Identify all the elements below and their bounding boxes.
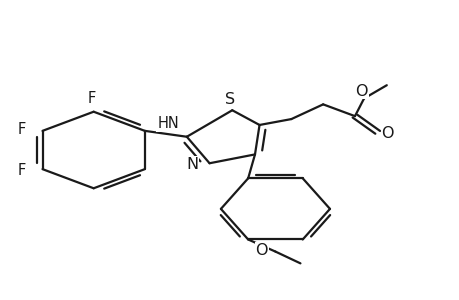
Text: F: F: [18, 163, 26, 178]
Text: O: O: [381, 126, 393, 141]
Text: F: F: [87, 91, 95, 106]
Text: HN: HN: [157, 116, 179, 131]
Text: N: N: [186, 157, 198, 172]
Text: S: S: [224, 92, 235, 106]
Text: O: O: [255, 243, 268, 258]
Text: O: O: [355, 84, 367, 99]
Text: F: F: [18, 122, 26, 137]
